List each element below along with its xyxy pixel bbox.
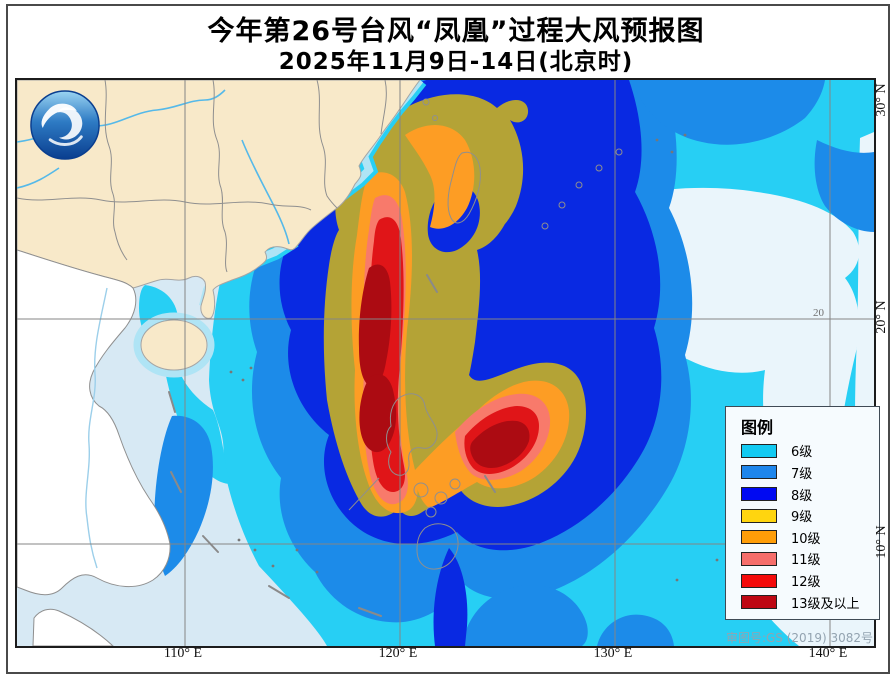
legend-item-12: 12级 (741, 570, 879, 592)
legend-item-13: 13级及以上 (741, 591, 879, 613)
hainan-coastal-strip (133, 312, 215, 378)
legend-swatch-12 (741, 573, 777, 588)
map-approval-number: 审图号:GS (2019) 3082号 (725, 631, 873, 645)
legend-item-8: 8级 (741, 483, 879, 505)
x-tick-110E: 110° E (163, 646, 203, 661)
palawan-outline (348, 477, 380, 511)
legend-item-6: 6级 (741, 440, 879, 462)
legend-label-7: 7级 (791, 466, 813, 482)
legend-title: 图例 (741, 418, 774, 437)
china-landmass (17, 80, 421, 319)
legend-label-13: 13级及以上 (791, 596, 860, 612)
legend-swatch-9 (741, 508, 777, 523)
island-outlines (348, 98, 623, 570)
legend-swatch-13 (741, 595, 777, 610)
page-subtitle: 2025年11月9日-14日(北京时) (278, 49, 634, 75)
inmap-latitude-label: 20 (813, 307, 825, 319)
legend-label-11: 11级 (791, 553, 821, 569)
province-borders (17, 80, 387, 273)
y-tick-20N: 20° N (874, 300, 889, 334)
title-block: 今年第26号台风“凤凰”过程大风预报图 2025年11月9日-14日(北京时) (8, 16, 896, 76)
legend-item-11: 11级 (741, 548, 879, 570)
legend-swatch-10 (741, 530, 777, 545)
mindanao-outline (416, 523, 459, 570)
luzon-outline (386, 393, 438, 476)
borneo-corner (32, 608, 114, 646)
legend-item-10: 10级 (741, 527, 879, 549)
legend-label-6: 6级 (791, 445, 813, 461)
legend-label-9: 9级 (791, 510, 813, 526)
reef-specks (229, 133, 719, 582)
x-tick-140E: 140° E (808, 646, 848, 661)
legend-label-10: 10级 (791, 531, 821, 547)
legend-box: 图例 6级 7级 8级 9级 10级 11级 12级 (725, 406, 880, 620)
legend-swatch-11 (741, 551, 777, 566)
legend-item-9: 9级 (741, 505, 879, 527)
y-tick-10N: 10° N (874, 525, 889, 559)
taiwan-outline (447, 151, 481, 224)
y-tick-30N: 30° N (874, 83, 889, 117)
legend-item-7: 7级 (741, 462, 879, 484)
x-tick-120E: 120° E (378, 646, 418, 661)
x-tick-130E: 130° E (593, 646, 633, 661)
wind-field-map: 20 (17, 80, 874, 646)
page-title: 今年第26号台风“凤凰”过程大风预报图 (207, 16, 705, 47)
legend-swatch-8 (741, 487, 777, 502)
legend-swatch-7 (741, 465, 777, 480)
cma-logo (30, 90, 100, 160)
nine-dash-line-segments (168, 274, 496, 617)
forecast-map: 20 图例 6级 7级 8级 9级 (15, 78, 880, 648)
legend-label-8: 8级 (791, 488, 813, 504)
legend-label-12: 12级 (791, 575, 821, 591)
legend-swatch-6 (741, 443, 777, 458)
hainan-island (140, 319, 208, 371)
indochina-landmass (17, 249, 171, 596)
